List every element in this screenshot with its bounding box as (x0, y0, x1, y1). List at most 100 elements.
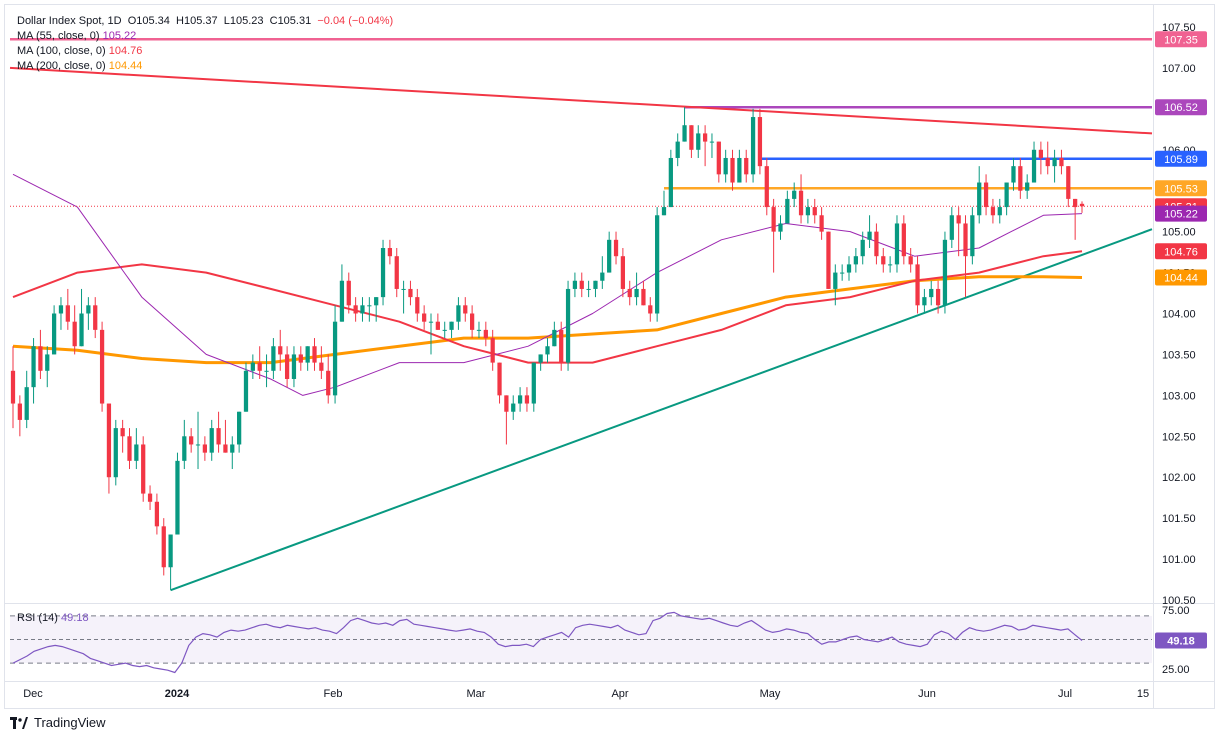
candle-body (689, 125, 694, 150)
tradingview-logo[interactable]: TradingView (10, 715, 106, 730)
candle (209, 419, 214, 461)
candle (154, 493, 160, 535)
candle-body (428, 321, 434, 323)
candle (511, 395, 516, 420)
candle (997, 198, 1002, 224)
candle-body (785, 198, 790, 224)
candle (1018, 157, 1023, 199)
candle-body (271, 346, 276, 371)
candle-body (565, 288, 571, 363)
candle (45, 346, 50, 388)
candle-body (600, 272, 605, 281)
candle (860, 231, 865, 265)
candle-body (216, 428, 221, 445)
candle-body (634, 288, 639, 298)
candle (805, 198, 811, 224)
symbol-title: Dollar Index Spot, 1D (17, 15, 122, 27)
candle-body (1073, 198, 1078, 208)
candle (291, 346, 297, 388)
candle-body (86, 305, 91, 314)
close-value: C105.31 (269, 15, 312, 27)
chart-legend: Dollar Index Spot, 1D O105.34 H105.37 L1… (17, 14, 393, 74)
candle (182, 419, 187, 470)
candle (881, 248, 886, 273)
candle-body (716, 141, 721, 175)
candle (531, 362, 536, 412)
candle-body (949, 215, 954, 240)
candle (524, 387, 530, 412)
candle-body (284, 354, 290, 379)
candle (10, 346, 16, 429)
candle (58, 297, 64, 330)
candle-body (147, 493, 153, 502)
y-tick-label: 101.00 (1162, 554, 1196, 566)
candle (778, 215, 783, 240)
candle-body (1004, 182, 1009, 208)
descending-trendline (9, 66, 1153, 135)
candle (305, 346, 310, 371)
candle (99, 321, 105, 412)
x-tick-label: 15 (1137, 688, 1149, 700)
candle (456, 297, 461, 330)
candle (908, 248, 913, 273)
candle (600, 256, 605, 289)
price-label-box (1155, 31, 1207, 48)
x-tick-label: Apr (611, 688, 628, 700)
candle-body (935, 288, 941, 306)
candle (428, 313, 434, 355)
candle-body (860, 239, 865, 257)
candle (401, 280, 406, 314)
candle-body (476, 329, 482, 331)
candle (442, 321, 447, 339)
candle (284, 346, 290, 388)
candle-body (195, 444, 201, 446)
candle-body (942, 239, 948, 306)
rsi-legend: RSI (14) 49.18 (17, 612, 89, 624)
tradingview-logo-icon (10, 716, 28, 729)
rsi-label: RSI (14) (17, 612, 58, 624)
candle-body (339, 280, 345, 322)
candle-body (826, 231, 831, 289)
candle (661, 190, 667, 216)
candle (113, 419, 118, 486)
candle-body (661, 207, 667, 216)
candle-body (312, 346, 317, 363)
candle (312, 338, 317, 371)
candle (504, 395, 509, 445)
candle (319, 346, 324, 379)
candle-body (874, 231, 879, 257)
low-value: L105.23 (223, 15, 264, 27)
candle-body (305, 346, 310, 363)
candle-body (401, 288, 406, 290)
candle (339, 264, 345, 322)
x-tick-label: Dec (23, 688, 43, 700)
candle-body (846, 264, 852, 273)
candle (579, 272, 584, 298)
candle-body (853, 256, 858, 265)
candle (120, 419, 125, 453)
candle-body (655, 215, 660, 314)
candle (771, 198, 776, 273)
candle-body (888, 264, 893, 266)
candle (675, 133, 680, 167)
candle (278, 329, 283, 371)
candle (634, 272, 639, 306)
candle (853, 248, 858, 273)
rsi-value: 49.18 (61, 612, 89, 624)
candle (415, 288, 420, 322)
candle (326, 354, 331, 404)
candle (298, 346, 303, 371)
candle-body (1018, 166, 1023, 191)
candle-body (38, 346, 43, 371)
candle (127, 428, 132, 470)
candle-body (524, 395, 530, 404)
candle-body (278, 346, 283, 355)
candle-body (997, 207, 1002, 216)
y-tick-label: 102.00 (1162, 472, 1196, 484)
candle (901, 215, 906, 265)
candle (702, 125, 708, 167)
candle (696, 125, 701, 158)
ma55-value: 105.22 (102, 30, 137, 42)
candle-body (189, 436, 194, 445)
